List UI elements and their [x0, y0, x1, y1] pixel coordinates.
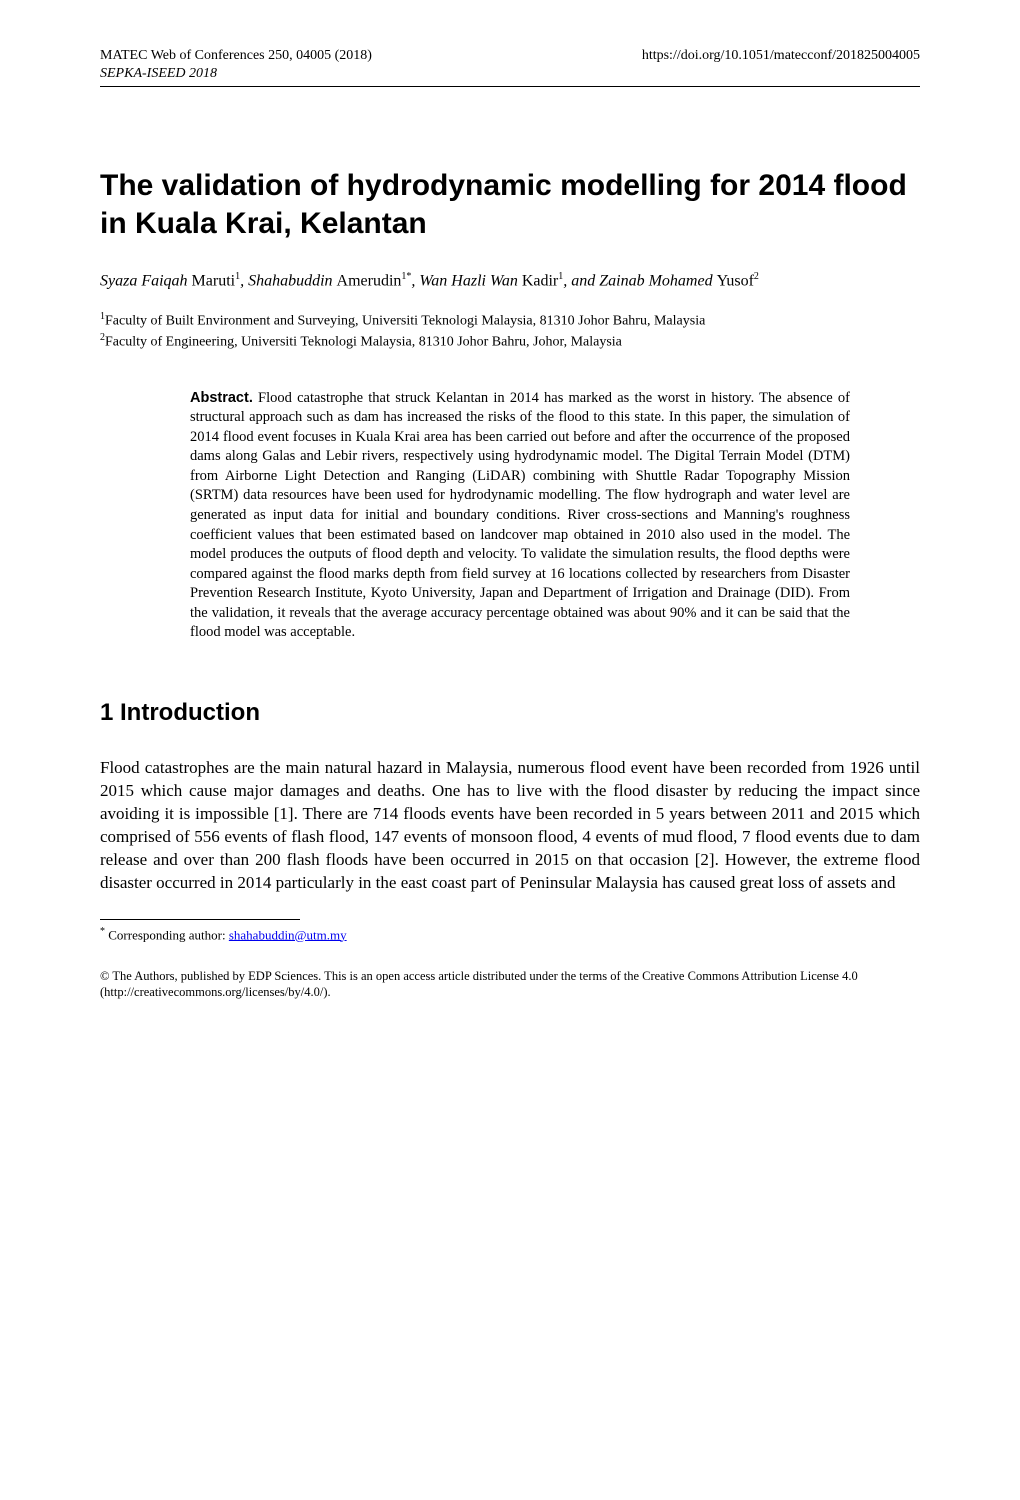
footnote-text: Corresponding author: — [105, 927, 229, 942]
author-sep: , and — [563, 272, 599, 289]
footnote-rule — [100, 919, 300, 920]
affiliation: 1Faculty of Built Environment and Survey… — [100, 310, 920, 331]
affiliation: 2Faculty of Engineering, Universiti Tekn… — [100, 331, 920, 352]
header-doi: https://doi.org/10.1051/matecconf/201825… — [642, 48, 920, 64]
author-first: Syaza Faiqah — [100, 272, 192, 289]
author-last: Yusof — [717, 272, 754, 289]
header-subtitle: SEPKA-ISEED 2018 — [100, 66, 920, 82]
author-first: Wan Hazli Wan — [419, 272, 521, 289]
running-header: MATEC Web of Conferences 250, 04005 (201… — [100, 48, 920, 64]
abstract-label: Abstract. — [190, 390, 253, 406]
abstract-text: Flood catastrophe that struck Kelantan i… — [190, 390, 850, 641]
paper-title: The validation of hydrodynamic modelling… — [100, 167, 920, 242]
author-last: Maruti — [192, 272, 236, 289]
affiliation-text: Faculty of Engineering, Universiti Tekno… — [105, 335, 622, 350]
author-first: Zainab Mohamed — [599, 272, 716, 289]
author-line: Syaza Faiqah Maruti1, Shahabuddin Amerud… — [100, 270, 920, 292]
header-left: MATEC Web of Conferences 250, 04005 (201… — [100, 48, 372, 64]
abstract: Abstract. Flood catastrophe that struck … — [190, 389, 850, 643]
author-sep: , — [240, 272, 248, 289]
affiliation-text: Faculty of Built Environment and Surveyi… — [105, 314, 705, 329]
author-last: Amerudin — [337, 272, 402, 289]
header-rule — [100, 86, 920, 87]
author-sup: 2 — [754, 271, 759, 282]
affiliations: 1Faculty of Built Environment and Survey… — [100, 310, 920, 353]
author-first: Shahabuddin — [248, 272, 336, 289]
footnote-email-link[interactable]: shahabuddin@utm.my — [229, 927, 347, 942]
footnote: * Corresponding author: shahabuddin@utm.… — [100, 926, 920, 943]
author-sup: 1* — [401, 271, 411, 282]
license-text: © The Authors, published by EDP Sciences… — [100, 969, 920, 1000]
body-paragraph: Flood catastrophes are the main natural … — [100, 757, 920, 895]
author-last: Kadir — [522, 272, 558, 289]
section-heading: 1 Introduction — [100, 699, 920, 727]
